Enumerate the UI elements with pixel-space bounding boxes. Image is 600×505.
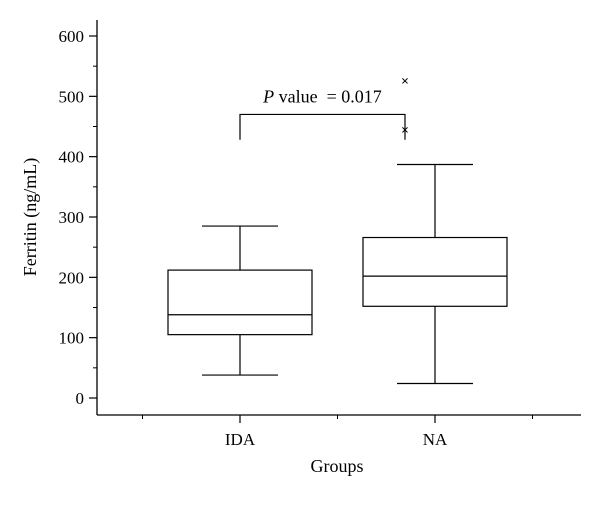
ticks: 0 100 200 300 400 500 600 IDA NA [59, 27, 533, 449]
x-tick-label: NA [423, 430, 448, 449]
y-tick-label: 0 [76, 389, 85, 408]
y-tick-label: 100 [59, 329, 85, 348]
annotation: P value = 0.017 [239, 86, 406, 140]
y-axis-title: Ferritin (ng/mL) [20, 158, 41, 276]
p-value-rest: value = 0.017 [274, 86, 382, 106]
p-value-label: P value = 0.017 [262, 86, 382, 106]
y-tick-label: 300 [59, 208, 85, 227]
box-group-na: ×× [362, 75, 508, 385]
iqr-box [362, 236, 508, 307]
axes [96, 20, 581, 416]
y-tick-label: 600 [59, 27, 85, 46]
significance-bracket [239, 113, 406, 140]
p-value-italic-p: P [262, 86, 274, 106]
box-group-ida [167, 225, 313, 376]
iqr-box [167, 269, 313, 336]
boxes: ×× [167, 75, 508, 385]
outlier-marker: × [401, 75, 409, 90]
y-tick-label: 200 [59, 268, 85, 287]
y-tick-label: 500 [59, 87, 85, 106]
x-axis-title: Groups [311, 456, 364, 476]
y-tick-label: 400 [59, 148, 85, 167]
x-tick-label: IDA [225, 430, 256, 449]
